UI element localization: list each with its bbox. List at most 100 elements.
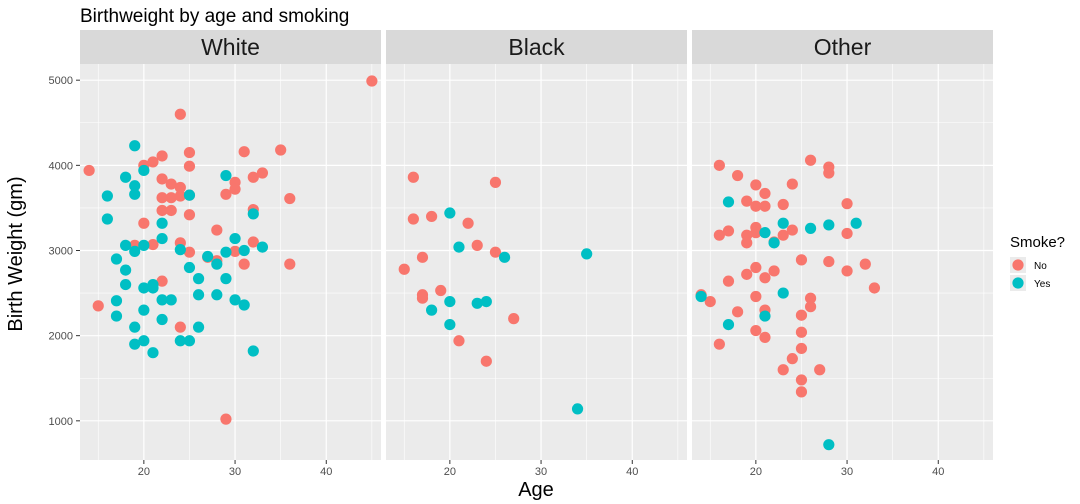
data-point — [183, 261, 196, 274]
data-point — [508, 313, 520, 325]
data-point — [192, 289, 205, 301]
data-point — [284, 192, 296, 205]
data-point — [786, 224, 798, 236]
data-point — [138, 282, 150, 294]
data-point — [768, 265, 780, 277]
data-point — [841, 265, 853, 277]
data-point — [138, 304, 150, 316]
data-point — [786, 353, 798, 365]
data-point — [777, 287, 789, 299]
data-point — [777, 198, 789, 211]
data-point — [722, 318, 735, 331]
data-point — [211, 224, 223, 236]
data-point — [823, 255, 835, 268]
data-point — [489, 176, 502, 188]
data-point — [147, 156, 159, 168]
data-point — [229, 245, 241, 257]
data-point — [398, 263, 410, 275]
data-point — [777, 364, 789, 376]
data-point — [165, 178, 177, 190]
data-point — [759, 187, 771, 200]
data-point — [795, 374, 808, 386]
data-point — [823, 219, 835, 231]
panel-background — [80, 64, 381, 460]
data-point — [174, 321, 186, 333]
data-point — [480, 296, 492, 308]
series-no — [398, 171, 520, 367]
data-point — [759, 310, 771, 322]
data-point — [732, 306, 744, 318]
data-point — [750, 200, 762, 212]
data-point — [238, 258, 250, 270]
data-point — [416, 251, 429, 263]
data-point — [426, 210, 438, 223]
x-tick-label: 30 — [535, 466, 547, 478]
data-point — [101, 213, 113, 225]
data-point — [220, 246, 232, 258]
x-tick-label: 30 — [229, 466, 241, 478]
data-point — [722, 225, 735, 237]
data-point — [129, 188, 141, 200]
data-point — [850, 217, 862, 229]
x-tick-label: 20 — [444, 466, 456, 478]
data-point — [229, 232, 241, 245]
facet-strip — [692, 30, 993, 64]
data-point — [183, 160, 196, 172]
data-point — [444, 318, 456, 331]
y-tick-label: 1000 — [49, 416, 73, 428]
panel-other: Other 20 30 40 — [692, 30, 993, 478]
data-point — [138, 239, 150, 251]
data-point — [841, 227, 853, 240]
data-point — [571, 403, 584, 415]
data-point — [129, 140, 141, 152]
data-point — [202, 250, 214, 263]
data-point — [777, 229, 789, 241]
data-point — [156, 173, 168, 185]
data-point — [795, 326, 808, 338]
data-point — [247, 208, 259, 220]
data-point — [444, 296, 456, 308]
data-point — [147, 278, 159, 291]
data-point — [183, 189, 196, 201]
data-point — [156, 192, 168, 204]
data-point — [795, 386, 808, 398]
data-point — [581, 248, 593, 260]
data-point — [713, 229, 725, 241]
data-point — [795, 254, 808, 266]
panels-layer: White 20 30 40 1000 2000 3000 4000 5000 Black 20 30… — [49, 30, 993, 478]
panel-background — [386, 64, 687, 460]
data-point — [704, 296, 716, 308]
data-point — [110, 295, 123, 307]
facet-strip-label: Other — [814, 34, 872, 60]
data-point — [407, 171, 419, 183]
x-tick-label: 40 — [320, 466, 332, 478]
data-point — [83, 164, 95, 177]
data-point — [138, 164, 150, 177]
data-point — [453, 335, 465, 347]
data-point — [750, 324, 762, 337]
data-point — [777, 217, 789, 229]
data-point — [138, 335, 150, 347]
data-point — [759, 227, 771, 239]
data-point — [713, 338, 725, 350]
x-tick-label: 30 — [841, 466, 853, 478]
data-point — [211, 289, 223, 301]
panel-white: White 20 30 40 1000 2000 3000 4000 5000 — [49, 30, 381, 478]
data-point — [814, 364, 826, 376]
data-point — [183, 146, 196, 159]
data-point — [275, 144, 287, 156]
data-point — [211, 258, 223, 270]
data-point — [741, 195, 753, 207]
data-point — [183, 209, 196, 221]
data-point — [110, 253, 123, 265]
data-point — [120, 264, 132, 276]
y-tick-label: 3000 — [49, 246, 73, 258]
data-point — [795, 342, 808, 355]
data-point — [480, 355, 492, 367]
data-point — [750, 179, 762, 191]
data-point — [129, 180, 141, 192]
data-point — [804, 292, 817, 304]
data-point — [247, 345, 259, 357]
data-point — [426, 304, 438, 316]
